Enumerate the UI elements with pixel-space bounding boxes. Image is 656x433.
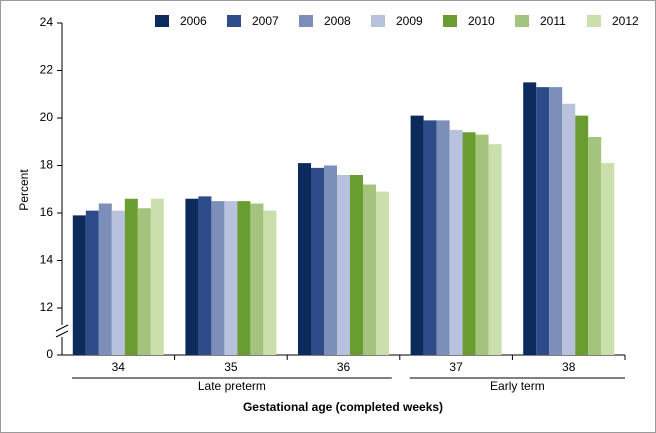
y-tick-label: 14 — [40, 253, 54, 267]
bar — [324, 165, 337, 355]
bar — [111, 210, 125, 355]
bar — [436, 120, 450, 355]
legend-label: 2009 — [396, 14, 423, 28]
bar — [224, 201, 238, 355]
bar — [376, 191, 389, 355]
bar — [98, 203, 112, 355]
y-tick-label: 24 — [40, 15, 54, 29]
legend-label: 2012 — [612, 14, 639, 28]
bar — [237, 201, 251, 355]
bar — [423, 120, 437, 355]
y-axis-title: Percent — [17, 169, 31, 211]
legend-swatch — [299, 15, 313, 27]
bar — [575, 115, 589, 355]
y-tick-label: 22 — [40, 63, 54, 77]
bar — [150, 198, 164, 355]
legend-swatch — [371, 15, 385, 27]
bar — [298, 163, 311, 355]
y-tick-label: 20 — [40, 110, 54, 124]
bar — [536, 87, 550, 355]
bar — [363, 184, 376, 355]
bar — [523, 82, 537, 355]
y-tick-label: 18 — [40, 158, 54, 172]
legend-swatch — [155, 15, 169, 27]
bar — [475, 134, 489, 355]
bar — [549, 87, 563, 355]
bar — [124, 198, 138, 355]
y-tick-label: 12 — [40, 300, 54, 314]
x-tick-label: 36 — [337, 360, 351, 374]
x-tick-label: 38 — [562, 360, 576, 374]
bar — [137, 208, 151, 355]
group-label: Early term — [490, 379, 545, 393]
bar — [449, 129, 463, 355]
bar — [185, 198, 199, 355]
legend-label: 2011 — [540, 14, 566, 28]
bar — [85, 210, 99, 355]
bar — [462, 132, 476, 355]
bar — [488, 144, 502, 355]
legend-label: 2006 — [180, 14, 207, 28]
legend-swatch — [515, 15, 529, 27]
bar — [211, 201, 225, 355]
bar — [311, 167, 324, 355]
legend-swatch — [587, 15, 601, 27]
bar — [410, 115, 424, 355]
legend-label: 2010 — [468, 14, 495, 28]
bar — [337, 175, 350, 355]
bar — [601, 163, 615, 355]
bar — [562, 103, 576, 355]
bar — [198, 196, 212, 355]
legend-label: 2007 — [252, 14, 279, 28]
y-tick-label: 0 — [46, 347, 53, 361]
bar — [250, 203, 264, 355]
group-label: Late preterm — [198, 379, 266, 393]
legend-label: 2008 — [324, 14, 351, 28]
bar — [263, 210, 277, 355]
legend-swatch — [443, 15, 457, 27]
x-tick-label: 34 — [112, 360, 126, 374]
y-tick-label: 16 — [40, 205, 54, 219]
axis-break — [55, 324, 69, 338]
x-tick-label: 35 — [224, 360, 238, 374]
bar — [588, 137, 602, 355]
legend-swatch — [227, 15, 241, 27]
x-tick-label: 37 — [449, 360, 463, 374]
bar — [72, 215, 86, 355]
bar — [350, 175, 363, 355]
x-axis-title: Gestational age (completed weeks) — [243, 400, 443, 414]
